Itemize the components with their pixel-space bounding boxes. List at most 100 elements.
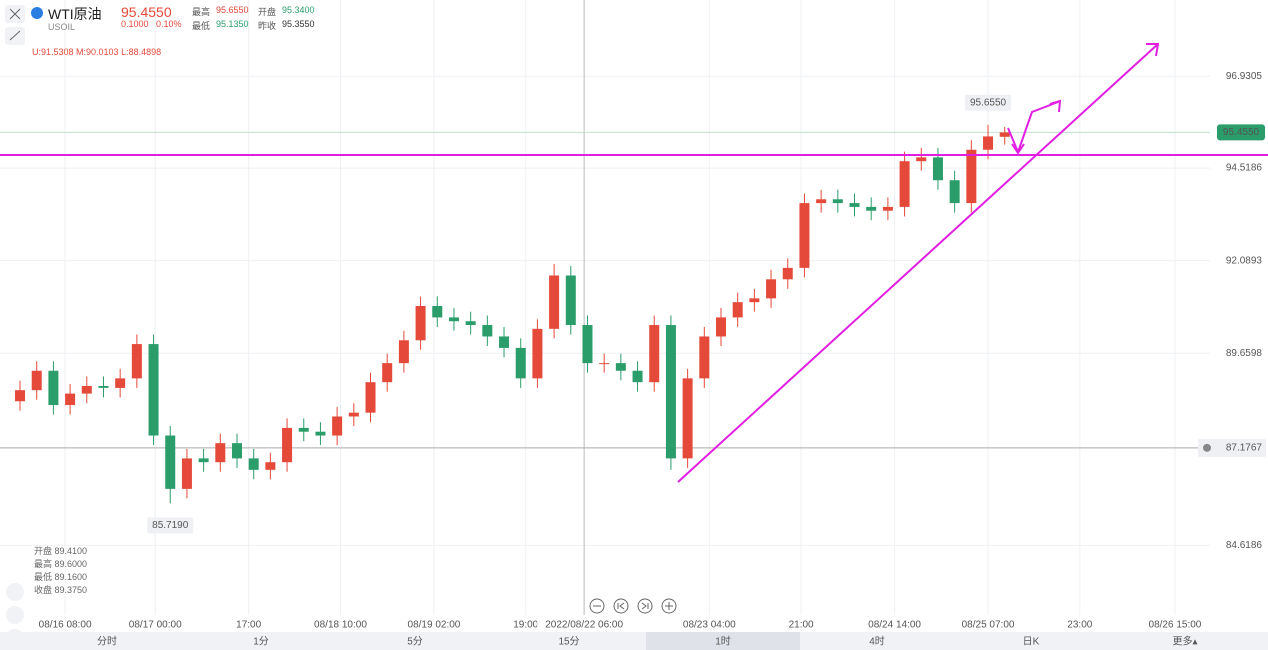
ohlc-line: 最高 89.6000 xyxy=(34,559,88,569)
stat-label: 最低 xyxy=(192,21,211,31)
x-tick-label: 19:00 xyxy=(513,620,538,631)
ohlc-line: 最低 89.1600 xyxy=(34,572,88,582)
candle-body xyxy=(899,161,910,207)
candle-body xyxy=(332,416,343,436)
annotation-box xyxy=(965,94,1012,111)
y-tick-label: 94.5186 xyxy=(1226,163,1263,174)
candle-body xyxy=(482,325,493,337)
candle-body xyxy=(181,458,192,489)
change-pct: 0.10% xyxy=(156,19,182,29)
tab[interactable]: 4时 xyxy=(869,636,885,648)
candle-body xyxy=(799,203,810,268)
tab-bar xyxy=(0,632,1268,650)
stat-value: 95.6550 xyxy=(216,5,249,15)
tab[interactable]: 1时 xyxy=(715,636,731,648)
candle-body xyxy=(515,347,526,379)
candle-body xyxy=(115,378,126,388)
candle-body xyxy=(849,203,860,207)
x-tick-label: 08/16 08:00 xyxy=(39,620,92,631)
candle-body xyxy=(231,443,242,459)
close-icon xyxy=(9,8,21,20)
candle-body xyxy=(298,427,309,432)
draw-button[interactable] xyxy=(6,606,24,624)
candle-body xyxy=(932,157,943,181)
candle-body xyxy=(81,385,92,394)
tab[interactable]: 1分 xyxy=(253,636,269,648)
indicator-button[interactable] xyxy=(6,583,24,601)
tab[interactable]: 5分 xyxy=(407,636,423,648)
x-tick-label: 08/18 10:00 xyxy=(314,620,367,631)
y-tick-label: 96.9305 xyxy=(1226,71,1263,82)
candle-body xyxy=(565,275,576,326)
candle-body xyxy=(15,390,26,402)
x-tick-label: 08/26 15:00 xyxy=(1149,620,1202,631)
candle-body xyxy=(999,132,1010,137)
candle-body xyxy=(715,317,726,337)
candle-body xyxy=(599,363,610,365)
candle-body xyxy=(949,180,960,204)
y-tick-label: 92.0893 xyxy=(1226,255,1263,266)
code: USOIL xyxy=(48,22,76,32)
tab[interactable]: 分时 xyxy=(97,636,117,648)
y-tick-label: 84.6186 xyxy=(1226,540,1263,551)
x-tick-label: 08/24 14:00 xyxy=(868,620,921,631)
candle-body xyxy=(265,462,276,470)
change: 0.1000 xyxy=(121,19,149,29)
candle-body xyxy=(682,378,693,459)
stat-label: 开盘 xyxy=(258,7,277,17)
candle-body xyxy=(882,206,893,211)
price: 95.4550 xyxy=(121,4,172,20)
x-tick-label: 21:00 xyxy=(789,620,814,631)
ohlc-info: 开盘 89.4100 最高 89.6000 最低 89.1600 收盘 89.3… xyxy=(34,545,87,597)
candle-body xyxy=(866,206,877,211)
symbol-icon xyxy=(31,7,43,19)
candle-body xyxy=(465,321,476,326)
candle-body xyxy=(315,431,326,436)
x-tick-label: 17:00 xyxy=(236,620,261,631)
x-tick-label: 08/19 02:00 xyxy=(408,620,461,631)
annotation-label: 85.7190 xyxy=(152,520,189,531)
candle-body xyxy=(148,344,159,436)
candle-body xyxy=(282,427,293,463)
indicator-values: U:91.5308 M:90.0103 L:88.4898 xyxy=(32,47,162,57)
candle-body xyxy=(48,370,59,406)
candle-body xyxy=(448,317,459,322)
alert-tag xyxy=(1198,438,1266,457)
symbol[interactable]: WTI原油 xyxy=(48,6,102,22)
stat-value: 95.1350 xyxy=(216,19,249,29)
candle-body xyxy=(98,385,109,388)
candle-body xyxy=(131,344,142,379)
candle-body xyxy=(31,370,42,391)
nav-icons xyxy=(593,602,673,610)
candle-body xyxy=(665,325,676,459)
annotation-label: 95.6550 xyxy=(970,97,1007,108)
arrow-head xyxy=(1146,43,1160,57)
candle-body xyxy=(732,302,743,318)
tab[interactable]: 更多▴ xyxy=(1172,635,1197,648)
candle-body xyxy=(398,340,409,364)
candle-body xyxy=(499,336,510,348)
x-tick-label: 08/17 00:00 xyxy=(129,620,182,631)
candle-body xyxy=(215,443,226,463)
candle-body xyxy=(983,136,994,150)
candle-body xyxy=(632,370,643,383)
last-price-label: 95.4550 xyxy=(1223,127,1260,138)
candle-body xyxy=(348,412,359,417)
navigation xyxy=(589,598,677,614)
stat-label: 昨收 xyxy=(258,21,277,31)
tab[interactable]: 日K xyxy=(1023,637,1040,648)
candle-body xyxy=(432,305,443,318)
candle-body xyxy=(532,328,543,379)
candle-body xyxy=(699,336,710,379)
candle-body xyxy=(365,382,376,413)
ohlc-line: 收盘 89.3750 xyxy=(34,585,88,595)
arrow-head xyxy=(1011,143,1025,155)
tab[interactable]: 15分 xyxy=(558,636,579,648)
candle-body xyxy=(382,363,393,383)
y-tick-label: 89.6598 xyxy=(1226,348,1263,359)
candle-body xyxy=(65,393,76,406)
candle-body xyxy=(766,279,777,299)
